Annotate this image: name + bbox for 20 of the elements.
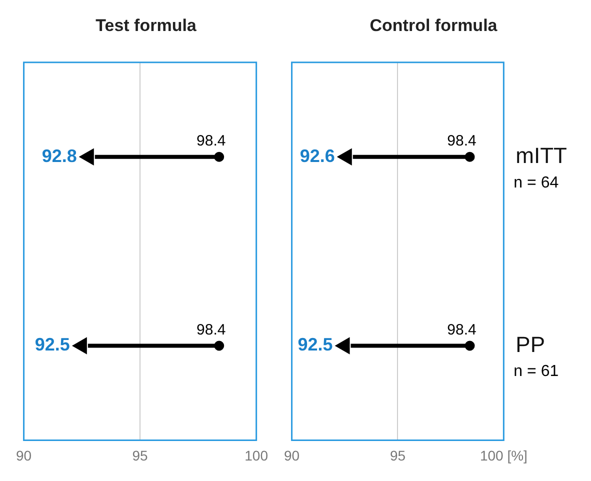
chart-title: Control formula <box>370 16 498 35</box>
data-label: 92.6 <box>300 146 335 166</box>
x-tick-label: 100 [%] <box>480 447 528 464</box>
text: n = 61 <box>514 363 559 380</box>
x-tick-label: 95 <box>390 447 406 464</box>
chart-title: Test formula <box>96 16 197 35</box>
y-tick-label: PP <box>516 332 546 357</box>
x-tick-label: 95 <box>132 447 148 464</box>
data-label: 92.5 <box>34 334 70 355</box>
x-tick-label: 90 <box>284 447 300 464</box>
data-label: 92.8 <box>42 146 77 166</box>
text: n = 64 <box>514 174 559 192</box>
data-label: 98.4 <box>447 321 476 338</box>
x-tick-label: 90 <box>16 447 32 464</box>
data-label: 98.4 <box>196 132 226 150</box>
y-tick-label: mITT <box>516 142 568 168</box>
data-label: 98.4 <box>447 132 476 150</box>
data-label: 98.4 <box>196 321 226 338</box>
data-label: 92.5 <box>298 334 333 355</box>
x-tick-label: 100 <box>244 447 268 464</box>
